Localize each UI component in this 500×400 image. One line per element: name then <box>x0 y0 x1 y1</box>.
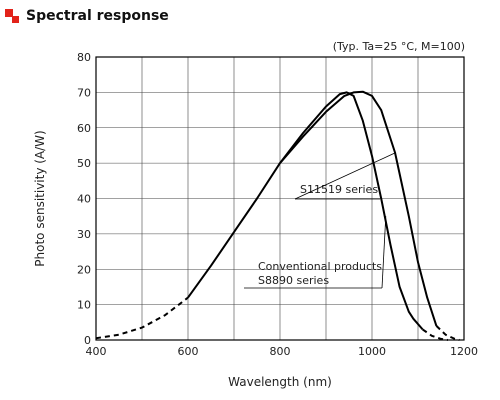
chart-header: Spectral response <box>4 4 169 28</box>
y-tick-label: 0 <box>84 334 91 347</box>
x-tick-label: 1000 <box>358 345 386 358</box>
chart-title: Spectral response <box>26 8 169 24</box>
chart-grid <box>96 57 464 340</box>
y-tick-label: 30 <box>77 228 91 241</box>
annotation-s8890-line: S8890 series <box>258 274 329 287</box>
y-tick-label: 70 <box>77 86 91 99</box>
plot-frame <box>95 56 465 341</box>
y-tick-label: 20 <box>77 263 91 276</box>
annotations: S11519 series Conventional productsS8890 … <box>244 152 397 289</box>
series-line-1 <box>95 296 189 340</box>
annotation-s8890-line: Conventional products <box>258 260 382 273</box>
x-tick-label: 400 <box>86 345 107 358</box>
x-tick-label: 600 <box>178 345 199 358</box>
y-tick-label: 80 <box>77 51 91 64</box>
series-line-3 <box>279 91 424 331</box>
y-axis-label: Photo sensitivity (A/W) <box>33 130 47 266</box>
x-axis-label: Wavelength (nm) <box>228 375 332 389</box>
annotation-leader-s11519 <box>294 152 397 200</box>
red-square-bullet-icon <box>5 9 19 23</box>
y-tick-label: 40 <box>77 193 91 206</box>
y-tick-label: 50 <box>77 157 91 170</box>
tick-labels: 400 600 800 1000 1200 0 10 20 30 40 50 60 70 80 <box>77 51 478 358</box>
x-tick-label: 1200 <box>450 345 478 358</box>
series-line-0 <box>187 90 438 327</box>
y-tick-label: 10 <box>77 299 91 312</box>
series-line-4 <box>422 328 449 341</box>
x-tick-label: 800 <box>270 345 291 358</box>
annotation-s11519: S11519 series <box>300 183 378 196</box>
annotation-leader-s8890 <box>381 216 387 289</box>
y-tick-label: 60 <box>77 122 91 135</box>
measurement-condition: (Typ. Ta=25 °C, M=100) <box>333 40 465 53</box>
series-lines <box>95 90 460 341</box>
